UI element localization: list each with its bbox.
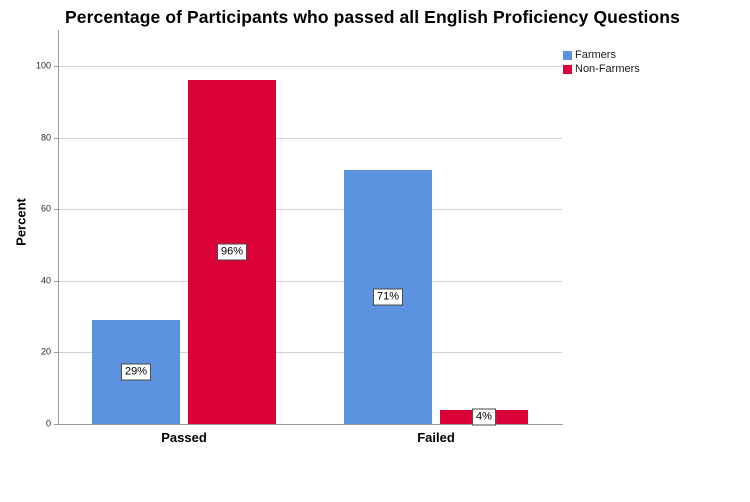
bar-value-label: 4% [472, 408, 496, 426]
x-axis-line [58, 424, 563, 425]
y-tick-label: 80 [40, 132, 51, 143]
y-tick-mark [54, 209, 58, 211]
y-tick-mark [54, 280, 58, 282]
y-tick-label: 0 [45, 418, 51, 429]
y-tick-mark [54, 66, 58, 67]
legend-item-non-farmers: Non-Farmers [563, 62, 640, 76]
legend-swatch-icon [563, 50, 572, 60]
y-tick-label: 100 [35, 60, 51, 71]
y-tick-mark [54, 424, 58, 425]
y-gridline [58, 137, 562, 139]
y-tick-label: 40 [40, 275, 51, 286]
y-gridline [58, 352, 562, 354]
y-gridline [58, 66, 562, 67]
bar-value-label: 29% [120, 363, 152, 381]
y-gridline [58, 209, 562, 211]
y-tick-label: 20 [40, 346, 51, 357]
x-category-label-passed: Passed [161, 430, 207, 445]
y-tick-mark [54, 352, 58, 354]
bar-value-label: 71% [372, 288, 404, 306]
legend-label: Non-Farmers [575, 63, 640, 75]
y-gridline [58, 280, 562, 282]
legend-swatch-icon [563, 64, 572, 74]
legend-item-farmers: Farmers [563, 48, 640, 62]
chart-title: Percentage of Participants who passed al… [65, 7, 680, 27]
legend: Farmers Non-Farmers [563, 48, 640, 76]
y-axis-line [58, 30, 59, 424]
legend-label: Farmers [575, 49, 616, 61]
x-category-label-failed: Failed [417, 430, 455, 445]
y-tick-label: 60 [40, 203, 51, 214]
y-tick-mark [54, 137, 58, 139]
bar-value-label: 96% [216, 243, 248, 261]
